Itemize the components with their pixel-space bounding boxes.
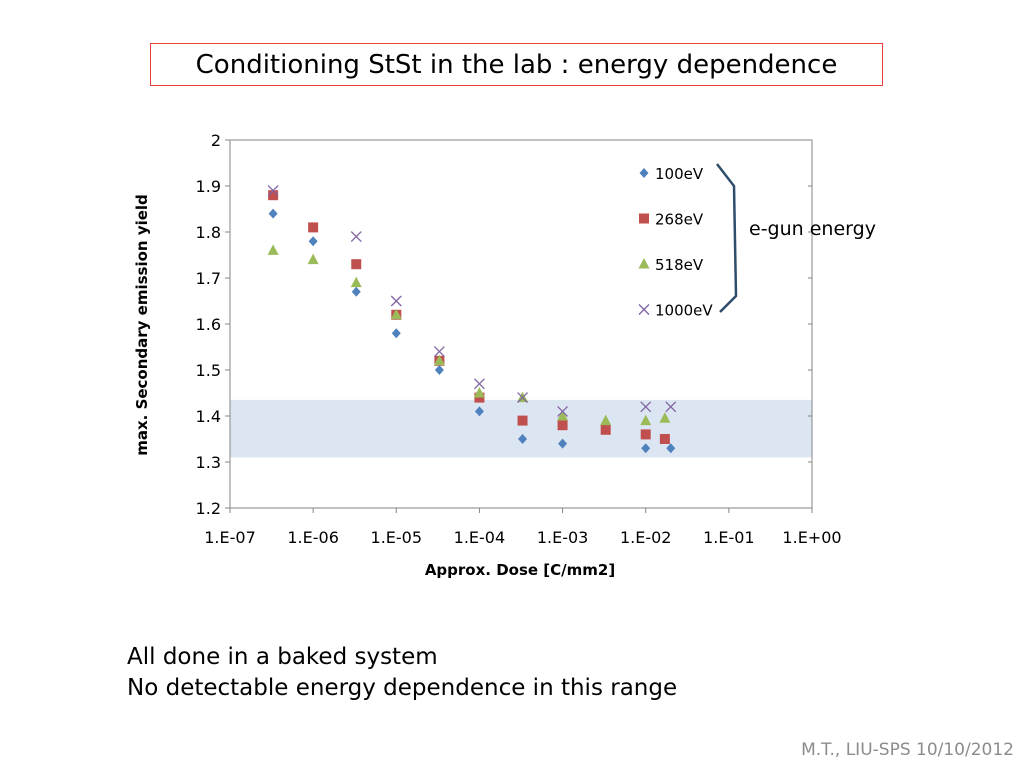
data-point: [351, 259, 362, 270]
data-point: [558, 438, 568, 449]
x-tick-label: 1.E-05: [371, 528, 423, 547]
data-point: [433, 346, 445, 358]
y-tick-label: 1.5: [196, 361, 221, 380]
data-point: [600, 424, 611, 435]
data-point: [350, 231, 362, 243]
x-tick-label: 1.E-03: [537, 528, 589, 547]
x-tick-label: 1.E-07: [204, 528, 256, 547]
y-axis-label: max. Secondary emission yield: [133, 194, 151, 456]
data-point: [600, 414, 612, 426]
legend-marker: [638, 304, 650, 315]
bullet-item: No detectable energy dependence in this …: [127, 675, 678, 701]
data-point: [390, 308, 402, 320]
highlight-band: [230, 399, 812, 458]
data-point: [308, 236, 318, 247]
series-518eV: [267, 244, 671, 426]
data-point: [434, 365, 444, 375]
legend-label: 518eV: [655, 256, 704, 274]
y-tick-label: 1.9: [196, 177, 221, 196]
footer-credit: M.T., LIU-SPS 10/10/2012: [801, 740, 1014, 760]
data-point: [268, 208, 278, 219]
x-tick-label: 1.E-06: [287, 528, 339, 547]
data-point: [557, 420, 568, 431]
data-point: [308, 222, 319, 233]
legend-bracket: [716, 163, 738, 313]
slide-title: Conditioning StSt in the lab : energy de…: [150, 43, 883, 86]
data-point: [659, 412, 671, 423]
y-tick-label: 1.6: [196, 315, 221, 334]
data-point: [390, 295, 402, 307]
data-point: [517, 392, 528, 404]
data-point: [473, 387, 485, 398]
legend-marker: [639, 168, 649, 178]
e-gun-energy-annotation: e-gun energy: [749, 218, 876, 240]
data-point: [307, 253, 319, 265]
data-point: [391, 328, 401, 339]
legend-entry: 268eV: [639, 211, 704, 229]
data-point: [666, 443, 676, 454]
x-tick-label: 1.E-01: [703, 528, 755, 547]
legend-entry: 1000eV: [638, 302, 713, 320]
data-point: [659, 434, 670, 444]
legend-label: 100eV: [655, 165, 704, 183]
y-tick-label: 1.8: [196, 223, 221, 242]
data-point: [474, 406, 484, 417]
series-1000eV: [267, 185, 677, 417]
legend-marker: [639, 213, 649, 224]
data-point: [351, 286, 361, 297]
data-point: [517, 415, 528, 426]
bullet-list: All done in a baked system No detectable…: [127, 642, 677, 704]
y-tick-label: 2: [211, 131, 221, 150]
data-point: [640, 429, 651, 440]
data-point: [518, 434, 528, 444]
data-point: [267, 244, 279, 255]
x-tick-label: 1.E+00: [782, 528, 841, 547]
data-point: [641, 443, 651, 454]
series-100eV: [268, 208, 676, 454]
x-tick-label: 1.E-04: [454, 528, 506, 547]
data-point: [268, 190, 279, 201]
legend-label: 268eV: [655, 211, 704, 229]
data-point: [557, 410, 569, 421]
data-point: [557, 405, 569, 417]
y-tick-label: 1.3: [196, 453, 221, 472]
legend-entry: 518eV: [638, 256, 704, 274]
data-point: [350, 276, 362, 288]
bullet-item: All done in a baked system: [127, 644, 438, 670]
y-tick-label: 1.7: [196, 269, 221, 288]
data-point: [665, 401, 677, 413]
data-point: [433, 354, 445, 366]
legend-entry: 100eV: [639, 165, 704, 183]
legend-label: 1000eV: [655, 302, 713, 320]
data-point: [474, 392, 485, 403]
y-tick-label: 1.2: [196, 499, 221, 518]
data-point: [640, 401, 652, 413]
data-point: [473, 378, 485, 390]
legend-marker: [638, 258, 650, 269]
x-tick-label: 1.E-02: [620, 528, 672, 547]
x-axis-label: Approx. Dose [C/mm2]: [425, 561, 615, 579]
y-tick-label: 1.4: [196, 407, 221, 426]
data-point: [267, 185, 279, 197]
data-point: [640, 414, 652, 426]
